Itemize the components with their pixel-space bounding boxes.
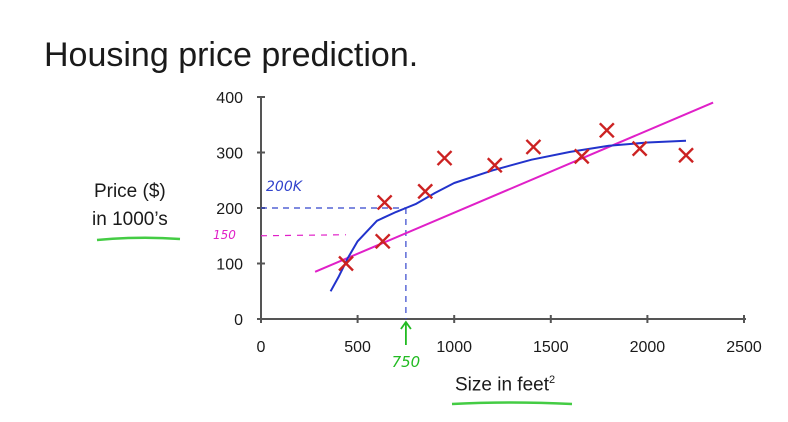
y-tick-label: 400 bbox=[216, 90, 243, 107]
x-tick-label: 500 bbox=[344, 339, 371, 356]
marker-stroke bbox=[374, 233, 391, 250]
marker-stroke bbox=[525, 139, 542, 155]
data-point-marker bbox=[417, 183, 434, 200]
data-point-marker bbox=[573, 148, 590, 165]
y-axis-label-line-1: Price ($) bbox=[93, 181, 166, 202]
annotation-arrow-head bbox=[400, 320, 412, 330]
annotation-150: 150 bbox=[213, 228, 236, 242]
y-tick-label: 200 bbox=[216, 201, 243, 218]
handwritten-annotations: 200K 150 750 bbox=[213, 179, 420, 371]
annotation-750: 750 bbox=[392, 353, 421, 371]
data-point-marker bbox=[678, 147, 694, 164]
data-point-marker bbox=[436, 150, 453, 166]
data-points bbox=[338, 122, 694, 272]
y-tick-label: 100 bbox=[216, 257, 243, 274]
data-point-marker bbox=[374, 233, 391, 250]
x-tick-label: 2000 bbox=[630, 339, 666, 356]
data-point-marker bbox=[338, 255, 354, 272]
x-label-underline bbox=[451, 401, 573, 406]
data-point-marker bbox=[525, 139, 542, 155]
x-axis-label: Size in feet2 bbox=[455, 374, 555, 396]
axes: 0 500 1000 1500 2000 2500 0 100 200 300 400 bbox=[216, 90, 762, 356]
y-tick-label: 300 bbox=[216, 146, 243, 163]
data-point-marker bbox=[631, 140, 648, 157]
x-axis-label-text: Size in feet bbox=[455, 374, 549, 396]
x-axis-label-superscript: 2 bbox=[549, 374, 556, 386]
y-label-underline bbox=[96, 236, 181, 242]
data-point-marker bbox=[598, 122, 615, 139]
y-axis-label-line-2: in 1000’s bbox=[92, 209, 168, 230]
x-tick-label: 1500 bbox=[533, 339, 569, 356]
x-tick-label: 0 bbox=[257, 339, 266, 356]
annotation-200k: 200K bbox=[266, 179, 304, 195]
linear-fit-line bbox=[314, 101, 714, 273]
marker-stroke bbox=[417, 183, 434, 200]
fit-lines bbox=[314, 101, 714, 292]
x-tick-label: 2500 bbox=[726, 339, 762, 356]
y-tick-label: 0 bbox=[234, 312, 243, 329]
data-point-marker bbox=[376, 194, 393, 211]
x-tick-label: 1000 bbox=[436, 339, 472, 356]
marker-stroke bbox=[631, 140, 648, 157]
marker-stroke bbox=[338, 255, 354, 272]
curve-fit-line bbox=[329, 139, 687, 292]
marker-stroke bbox=[376, 194, 393, 211]
marker-stroke bbox=[678, 147, 694, 164]
data-point-marker bbox=[486, 157, 503, 174]
marker-stroke bbox=[486, 157, 503, 174]
guide-150-horizontal bbox=[260, 234, 346, 237]
marker-stroke bbox=[436, 150, 453, 166]
annotation-guides bbox=[260, 207, 407, 319]
slide-title: Housing price prediction. bbox=[44, 36, 419, 74]
marker-stroke bbox=[598, 122, 615, 139]
y-axis-label: Price ($) in 1000’s bbox=[92, 178, 168, 234]
marker-stroke bbox=[573, 148, 590, 165]
